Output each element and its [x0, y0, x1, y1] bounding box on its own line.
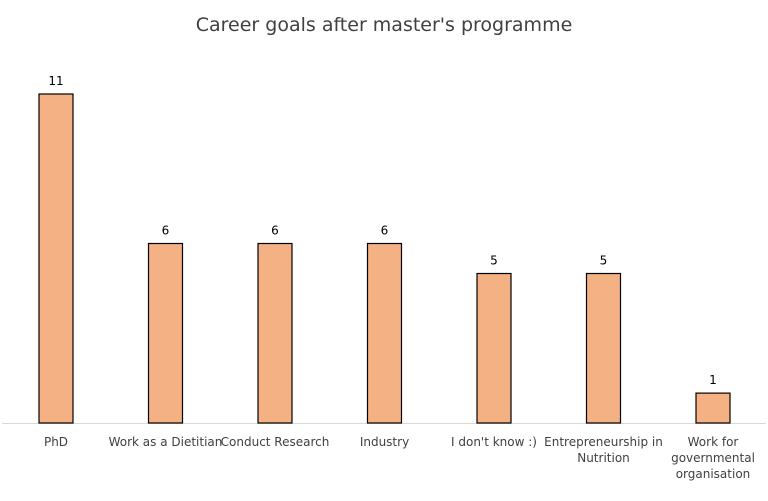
bar	[585, 272, 622, 424]
bar	[476, 272, 512, 424]
chart-title: Career goals after master's programme	[195, 14, 573, 36]
bar	[257, 242, 293, 424]
bar	[695, 392, 731, 424]
x-tick-label: Entrepreneurship in Nutrition	[544, 435, 663, 465]
bar	[147, 242, 184, 424]
x-tick-label: Industry	[360, 435, 409, 449]
data-label: 6	[381, 224, 389, 238]
data-label: 6	[271, 224, 279, 238]
data-label: 11	[48, 74, 63, 88]
data-label: 6	[162, 224, 170, 238]
x-tick-label: Conduct Research	[221, 435, 330, 449]
data-label: 1	[709, 373, 717, 387]
data-label: 5	[600, 254, 608, 268]
bar	[38, 93, 74, 424]
x-tick-label: Work as a Dietitian	[109, 435, 223, 449]
x-tick-label: Work for governmental organisation	[671, 435, 755, 481]
bar	[366, 242, 403, 424]
x-tick-label: PhD	[44, 435, 68, 449]
data-label: 5	[490, 254, 498, 268]
x-tick-label: I don't know :)	[451, 435, 537, 449]
